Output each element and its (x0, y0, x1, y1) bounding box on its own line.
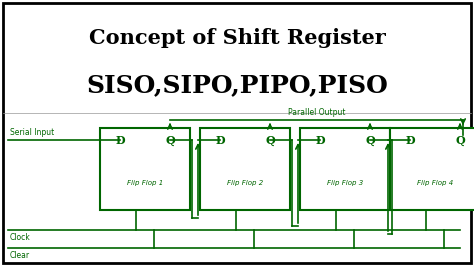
Text: Q: Q (455, 135, 465, 146)
Text: Flip Flop 4: Flip Flop 4 (417, 180, 453, 186)
Text: Parallel Output: Parallel Output (288, 108, 345, 117)
Bar (200, 128, 290, 210)
Text: Q: Q (265, 135, 275, 146)
Text: SISO,SIPO,PIPO,PISO: SISO,SIPO,PIPO,PISO (86, 73, 388, 97)
Text: Q: Q (165, 135, 175, 146)
Bar (300, 128, 390, 210)
Text: Flip Flop 3: Flip Flop 3 (327, 180, 363, 186)
Text: Clear: Clear (10, 251, 30, 260)
Text: D: D (405, 135, 415, 146)
Text: Concept of Shift Register: Concept of Shift Register (89, 28, 385, 48)
Text: D: D (215, 135, 225, 146)
Text: D: D (115, 135, 125, 146)
Text: Flip Flop 1: Flip Flop 1 (127, 180, 163, 186)
Text: Q: Q (365, 135, 375, 146)
Text: Clock: Clock (10, 233, 31, 242)
Text: Flip Flop 2: Flip Flop 2 (227, 180, 263, 186)
Text: Serial Input: Serial Input (10, 128, 54, 137)
Bar (390, 128, 474, 210)
Bar (100, 128, 190, 210)
Text: D: D (315, 135, 325, 146)
